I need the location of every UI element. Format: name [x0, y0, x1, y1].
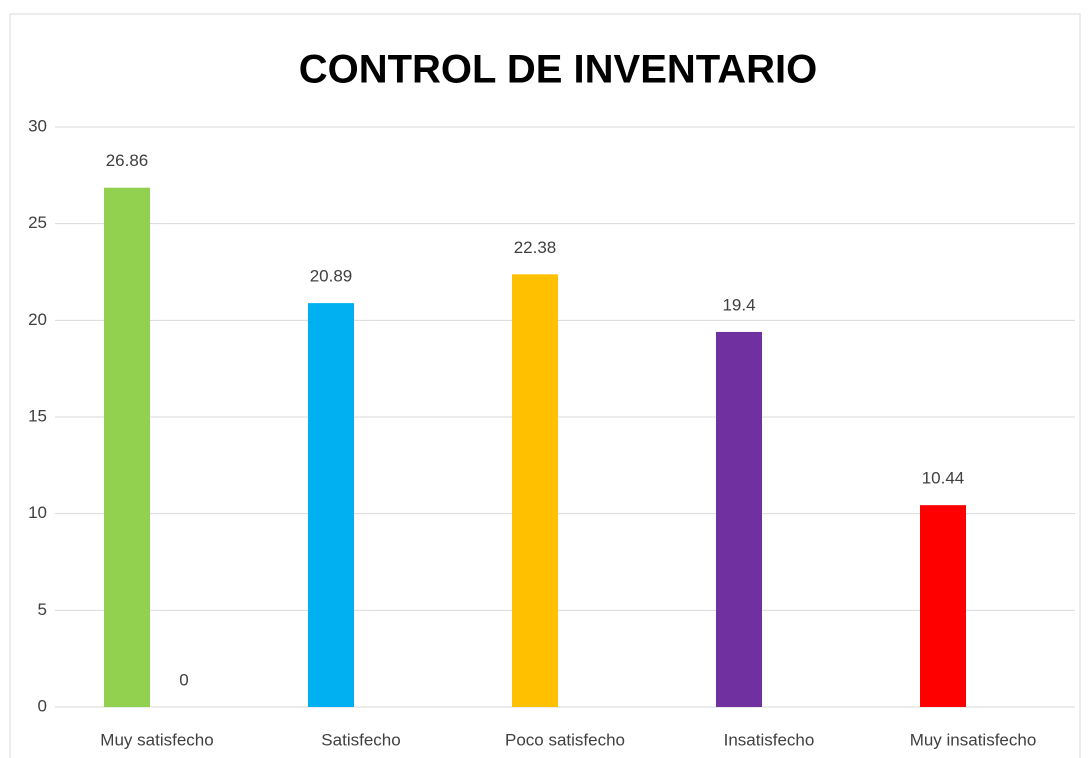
y-tick-label: 5: [38, 600, 47, 619]
data-label: 20.89: [310, 267, 353, 286]
data-label: 0: [179, 670, 188, 689]
bar: [104, 187, 150, 707]
y-tick-label: 15: [28, 406, 47, 425]
x-tick-label: Poco satisfecho: [505, 730, 625, 749]
x-tick-label: Muy insatisfecho: [910, 730, 1037, 749]
data-label: 26.86: [106, 151, 149, 170]
y-tick-label: 30: [28, 116, 47, 135]
bar: [512, 274, 558, 707]
y-tick-label: 0: [38, 696, 47, 715]
y-tick-label: 10: [28, 503, 47, 522]
y-tick-label: 20: [28, 310, 47, 329]
data-label: 22.38: [514, 238, 557, 257]
x-tick-label: Satisfecho: [321, 730, 400, 749]
x-tick-label: Insatisfecho: [724, 730, 815, 749]
bar: [920, 505, 966, 707]
bar: [716, 331, 762, 707]
data-label: 10.44: [922, 469, 965, 488]
chart-title: CONTROL DE INVENTARIO: [299, 48, 818, 92]
x-tick-label: Muy satisfecho: [100, 730, 213, 749]
data-label: 19.4: [722, 295, 755, 314]
bar: [308, 303, 354, 707]
y-tick-label: 25: [28, 213, 47, 232]
